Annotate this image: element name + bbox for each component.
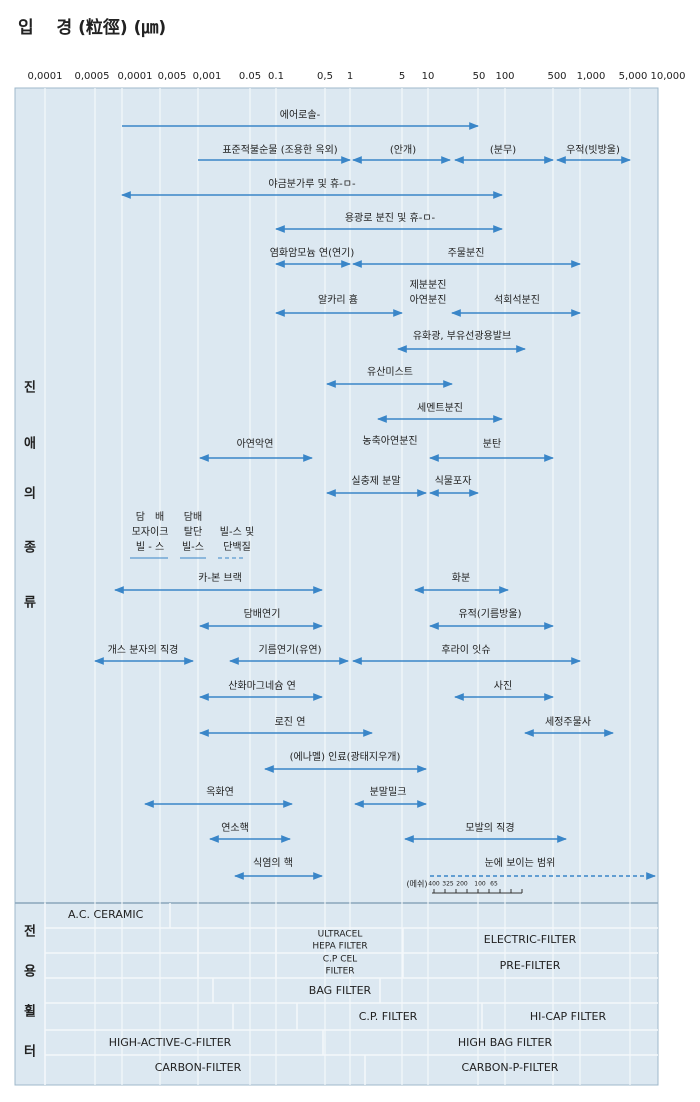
side-label: 진: [24, 380, 36, 396]
mesh-label: (메쉬): [407, 880, 428, 889]
dust-label: 아연분진: [410, 294, 447, 306]
axis-label: 100: [495, 71, 514, 82]
dust-label: 옥화연: [206, 786, 234, 798]
dust-label: 농축아연분진: [362, 435, 417, 447]
filter-label: CARBON-FILTER: [155, 1061, 242, 1074]
title: 입 경 (粒徑) (㎛): [18, 17, 166, 38]
dust-label: 기름연기(유연): [258, 644, 321, 656]
dust-label: 식물포자: [435, 475, 472, 487]
dust-label: 실충제 분말: [351, 475, 400, 487]
filter-label: PRE-FILTER: [500, 959, 561, 972]
dust-label: 분탄: [483, 438, 501, 450]
mesh-tick: 400: [428, 881, 440, 888]
dust-label: 세정주물사: [545, 716, 591, 728]
filter-label: BAG FILTER: [309, 984, 372, 997]
axis-label: 5,000: [619, 71, 648, 82]
axis-label: 500: [547, 71, 566, 82]
filter-label: FILTER: [325, 967, 354, 977]
side-label: 휠: [24, 1004, 36, 1020]
dust-label: 표준적불순물 (조용한 옥외): [222, 144, 337, 156]
dust-label: 용광로 분진 및 휴-ㅁ-: [345, 212, 436, 224]
filter-label: HIGH BAG FILTER: [458, 1036, 553, 1049]
dust-label: 알카리 흄: [318, 293, 358, 306]
axis-label: 50: [473, 71, 486, 82]
dust-label: 후라이 잇슈: [441, 644, 490, 656]
filter-label: C.P. FILTER: [359, 1010, 418, 1023]
side-label: 전: [24, 924, 36, 940]
side-label: 용: [24, 964, 36, 980]
side-label: 터: [24, 1044, 36, 1060]
dust-label: 우적(빗방울): [566, 144, 620, 156]
mesh-tick: 325: [442, 881, 454, 888]
axis-label: 5: [399, 71, 405, 82]
axis-label: 1: [347, 71, 353, 82]
dust-label: 세멘트분진: [417, 402, 463, 414]
axis-label: 0,0001: [118, 71, 153, 82]
dust-label: (안개): [390, 144, 416, 156]
dust-label: 산화마그네슘 연: [228, 680, 296, 692]
dust-label: 모발의 직경: [465, 821, 514, 834]
dust-label: 눈에 보이는 범위: [485, 856, 556, 869]
axis-label: 0,5: [317, 71, 333, 82]
axis-label: 10: [422, 71, 435, 82]
side-label: 애: [24, 436, 36, 452]
dust-label: 아연악연: [237, 438, 274, 450]
filter-label: ELECTRIC-FILTER: [484, 933, 577, 946]
dust-label: 식염의 핵: [253, 857, 293, 869]
side-label: 의: [24, 486, 36, 502]
dust-label: 야금분가루 및 휴-ㅁ-: [268, 178, 356, 190]
dust-label: 사진: [494, 680, 512, 692]
side-label: 류: [24, 596, 36, 611]
dust-label: 담 배: [136, 511, 164, 523]
dust-label: 주물분진: [448, 247, 485, 259]
mesh-tick: 200: [456, 881, 468, 888]
axis-label: 10,000: [651, 71, 686, 82]
dust-label: 개스 분자의 직경: [108, 643, 179, 656]
filter-label: HEPA FILTER: [312, 942, 367, 952]
dust-label: 모자이크: [132, 526, 169, 538]
dust-label: 에어로솔-: [280, 109, 321, 121]
dust-label: 화분: [452, 572, 470, 584]
dust-label: 유화광, 부유선광용발브: [413, 330, 511, 342]
axis-label: 0.1: [268, 71, 284, 82]
dust-label: 빌-스: [182, 541, 204, 553]
dust-label: 빌-스 및: [220, 526, 254, 538]
dust-label: 단백질: [223, 541, 251, 553]
dust-label: 유적(기름방울): [458, 608, 521, 620]
filter-label: A.C. CERAMIC: [68, 908, 144, 921]
axis-label: 0,0001: [28, 71, 63, 82]
axis-label: 0,001: [193, 71, 222, 82]
filter-label: ULTRACEL: [318, 930, 363, 940]
dust-label: 유산미스트: [367, 366, 413, 378]
filter-label: C.P CEL: [323, 955, 357, 965]
axis-label: 0,0005: [75, 71, 110, 82]
filter-label: HI-CAP FILTER: [530, 1010, 607, 1023]
dust-label: 탈단: [184, 525, 202, 538]
dust-label: 분말밀크: [370, 786, 407, 798]
dust-label: 빌 - 스: [136, 541, 164, 553]
dust-label: 카-본 브랙: [198, 572, 242, 584]
dust-label: 제분분진: [410, 279, 447, 291]
axis-label: 0,005: [158, 71, 187, 82]
dust-label: 석회석분진: [494, 294, 540, 306]
mesh-tick: 100: [474, 881, 486, 888]
dust-label: (에나멜) 인료(광태지우개): [290, 751, 401, 763]
filter-label: HIGH-ACTIVE-C-FILTER: [109, 1036, 232, 1049]
dust-label: 연소핵: [221, 822, 249, 834]
axis-label: 1,000: [577, 71, 606, 82]
mesh-tick: 65: [490, 881, 498, 888]
dust-label: 로진 연: [275, 716, 306, 728]
dust-label: 담배: [184, 511, 202, 523]
side-label: 종: [24, 541, 36, 556]
filter-label: CARBON-P-FILTER: [462, 1061, 559, 1074]
dust-label: 담배연기: [244, 608, 281, 620]
axis-label: 0.05: [239, 71, 261, 82]
dust-label: (분무): [490, 144, 516, 156]
dust-label: 염화암모늄 연(연기): [270, 247, 355, 259]
